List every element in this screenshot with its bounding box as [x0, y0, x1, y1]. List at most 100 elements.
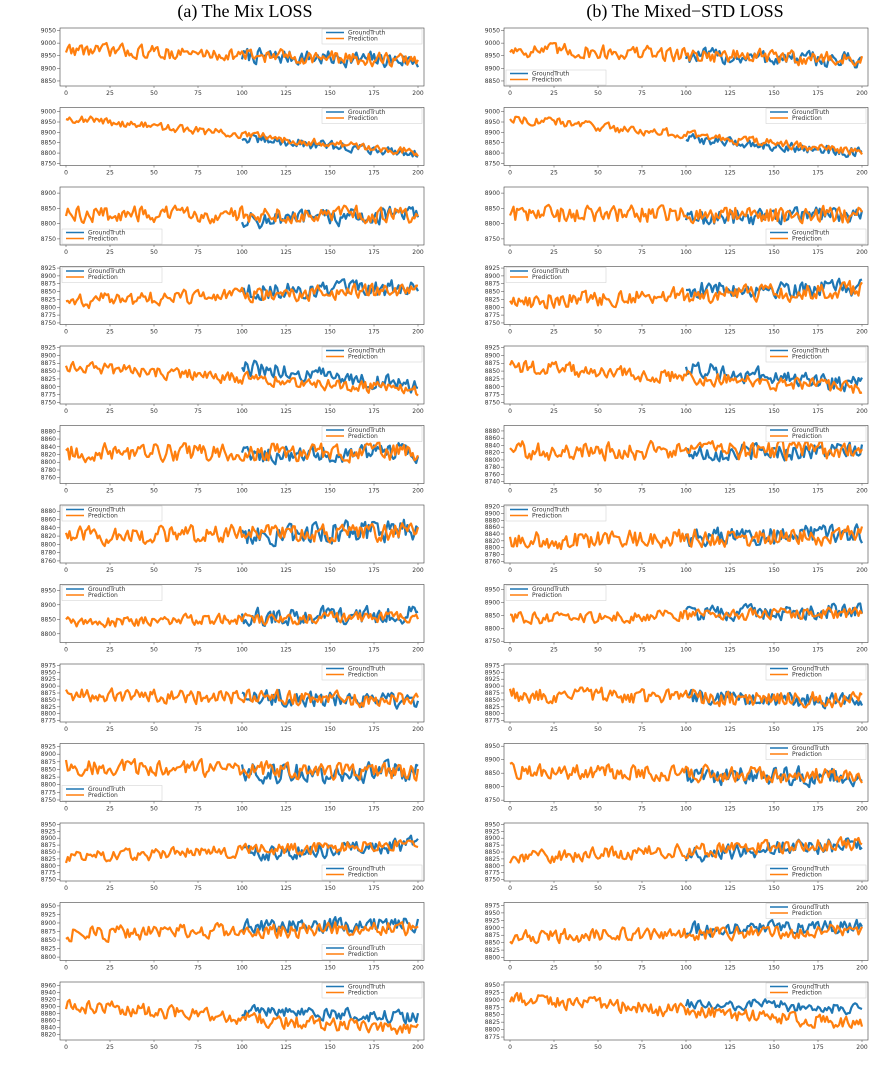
x-tick-label: 175: [368, 90, 380, 97]
x-tick-label: 75: [194, 488, 202, 495]
x-tick-label: 200: [856, 249, 868, 256]
y-tick-label: 8880: [41, 1011, 56, 1018]
y-tick-label: 8825: [41, 704, 56, 711]
y-tick-label: 8900: [41, 920, 56, 927]
y-tick-label: 8775: [41, 789, 56, 796]
x-tick-label: 25: [106, 90, 114, 97]
y-tick-label: 8760: [485, 558, 500, 565]
x-tick-label: 200: [856, 488, 868, 495]
x-tick-label: 100: [236, 806, 248, 813]
x-tick-label: 25: [550, 726, 558, 733]
x-tick-label: 50: [594, 885, 602, 892]
series-line-prediction: [64, 41, 419, 68]
series-line-prediction: [509, 606, 863, 625]
y-tick-label: 8850: [485, 289, 500, 296]
series-line-groundtruth: [241, 518, 419, 548]
x-tick-label: 100: [236, 965, 248, 972]
x-tick-label: 50: [150, 806, 158, 813]
x-tick-label: 25: [106, 329, 114, 336]
series-line-groundtruth: [240, 758, 419, 785]
x-tick-label: 50: [150, 329, 158, 336]
y-tick-label: 8850: [485, 1012, 500, 1019]
legend-label: GroundTruth: [792, 230, 829, 237]
y-tick-label: 8950: [485, 669, 500, 676]
y-tick-label: 8825: [485, 296, 500, 303]
y-tick-label: 8925: [485, 345, 500, 352]
x-tick-label: 150: [768, 647, 780, 654]
y-tick-label: 8740: [485, 479, 500, 486]
legend-label: Prediction: [348, 872, 378, 879]
x-tick-label: 50: [594, 647, 602, 654]
x-tick-label: 200: [856, 567, 868, 574]
series-line-groundtruth: [240, 442, 420, 466]
x-tick-label: 200: [856, 726, 868, 733]
legend-label: Prediction: [348, 115, 378, 122]
x-tick-label: 100: [680, 249, 692, 256]
x-tick-label: 75: [194, 726, 202, 733]
x-tick-label: 0: [508, 249, 512, 256]
y-tick-label: 8800: [485, 784, 500, 791]
x-tick-label: 175: [368, 408, 380, 415]
x-tick-label: 75: [194, 965, 202, 972]
legend-box: [505, 69, 607, 86]
legend-label: GroundTruth: [792, 866, 829, 873]
legend-box: [61, 785, 163, 801]
y-tick-label: 8825: [41, 376, 56, 383]
x-tick-label: 175: [368, 488, 380, 495]
chart-panel-a-1: 8850 8900 8950 9000 9050 0 25 50 75 100 125 150 175 2…: [41, 28, 425, 97]
x-tick-label: 75: [194, 806, 202, 813]
y-tick-label: 8800: [485, 1027, 500, 1034]
y-tick-label: 8880: [41, 428, 56, 435]
x-tick-label: 0: [64, 408, 68, 415]
x-tick-label: 125: [280, 885, 292, 892]
x-tick-label: 75: [194, 1044, 202, 1051]
series-line-groundtruth: [241, 834, 419, 862]
legend-box: [765, 664, 867, 681]
y-tick-label: 8950: [485, 587, 500, 594]
x-tick-label: 150: [768, 567, 780, 574]
legend-label: Prediction: [88, 274, 118, 281]
legend-box: [505, 585, 607, 601]
x-tick-label: 175: [368, 329, 380, 336]
x-tick-label: 50: [594, 726, 602, 733]
y-tick-label: 8750: [485, 638, 500, 645]
x-tick-label: 100: [236, 885, 248, 892]
legend-box: [321, 864, 423, 881]
x-tick-label: 125: [280, 90, 292, 97]
x-tick-label: 50: [594, 90, 602, 97]
legend-label: Prediction: [348, 951, 378, 958]
x-tick-label: 175: [368, 647, 380, 654]
y-tick-label: 8840: [41, 525, 56, 532]
chart-panel-a-2: 8750 8800 8850 8900 8950 9000 0 25 50 75 100 125 150…: [41, 107, 425, 177]
x-tick-label: 75: [638, 329, 646, 336]
y-tick-label: 8950: [485, 119, 500, 126]
x-tick-label: 125: [280, 249, 292, 256]
legend-box: [61, 505, 163, 522]
x-tick-label: 25: [550, 488, 558, 495]
x-tick-label: 100: [236, 726, 248, 733]
y-tick-label: 8900: [485, 273, 500, 280]
series-line-prediction: [508, 203, 863, 225]
y-tick-label: 8825: [485, 856, 500, 863]
legend-label: GroundTruth: [792, 666, 829, 673]
x-tick-label: 200: [856, 806, 868, 813]
x-tick-label: 200: [412, 488, 424, 495]
x-tick-label: 200: [856, 1044, 868, 1051]
x-tick-label: 75: [194, 329, 202, 336]
x-tick-label: 50: [594, 170, 602, 177]
x-tick-label: 25: [106, 249, 114, 256]
column-title-mixed-std-loss: (b) The Mixed−STD LOSS: [586, 1, 784, 21]
y-tick-label: 8975: [485, 662, 500, 669]
y-tick-label: 8800: [41, 304, 56, 311]
x-tick-label: 50: [150, 726, 158, 733]
